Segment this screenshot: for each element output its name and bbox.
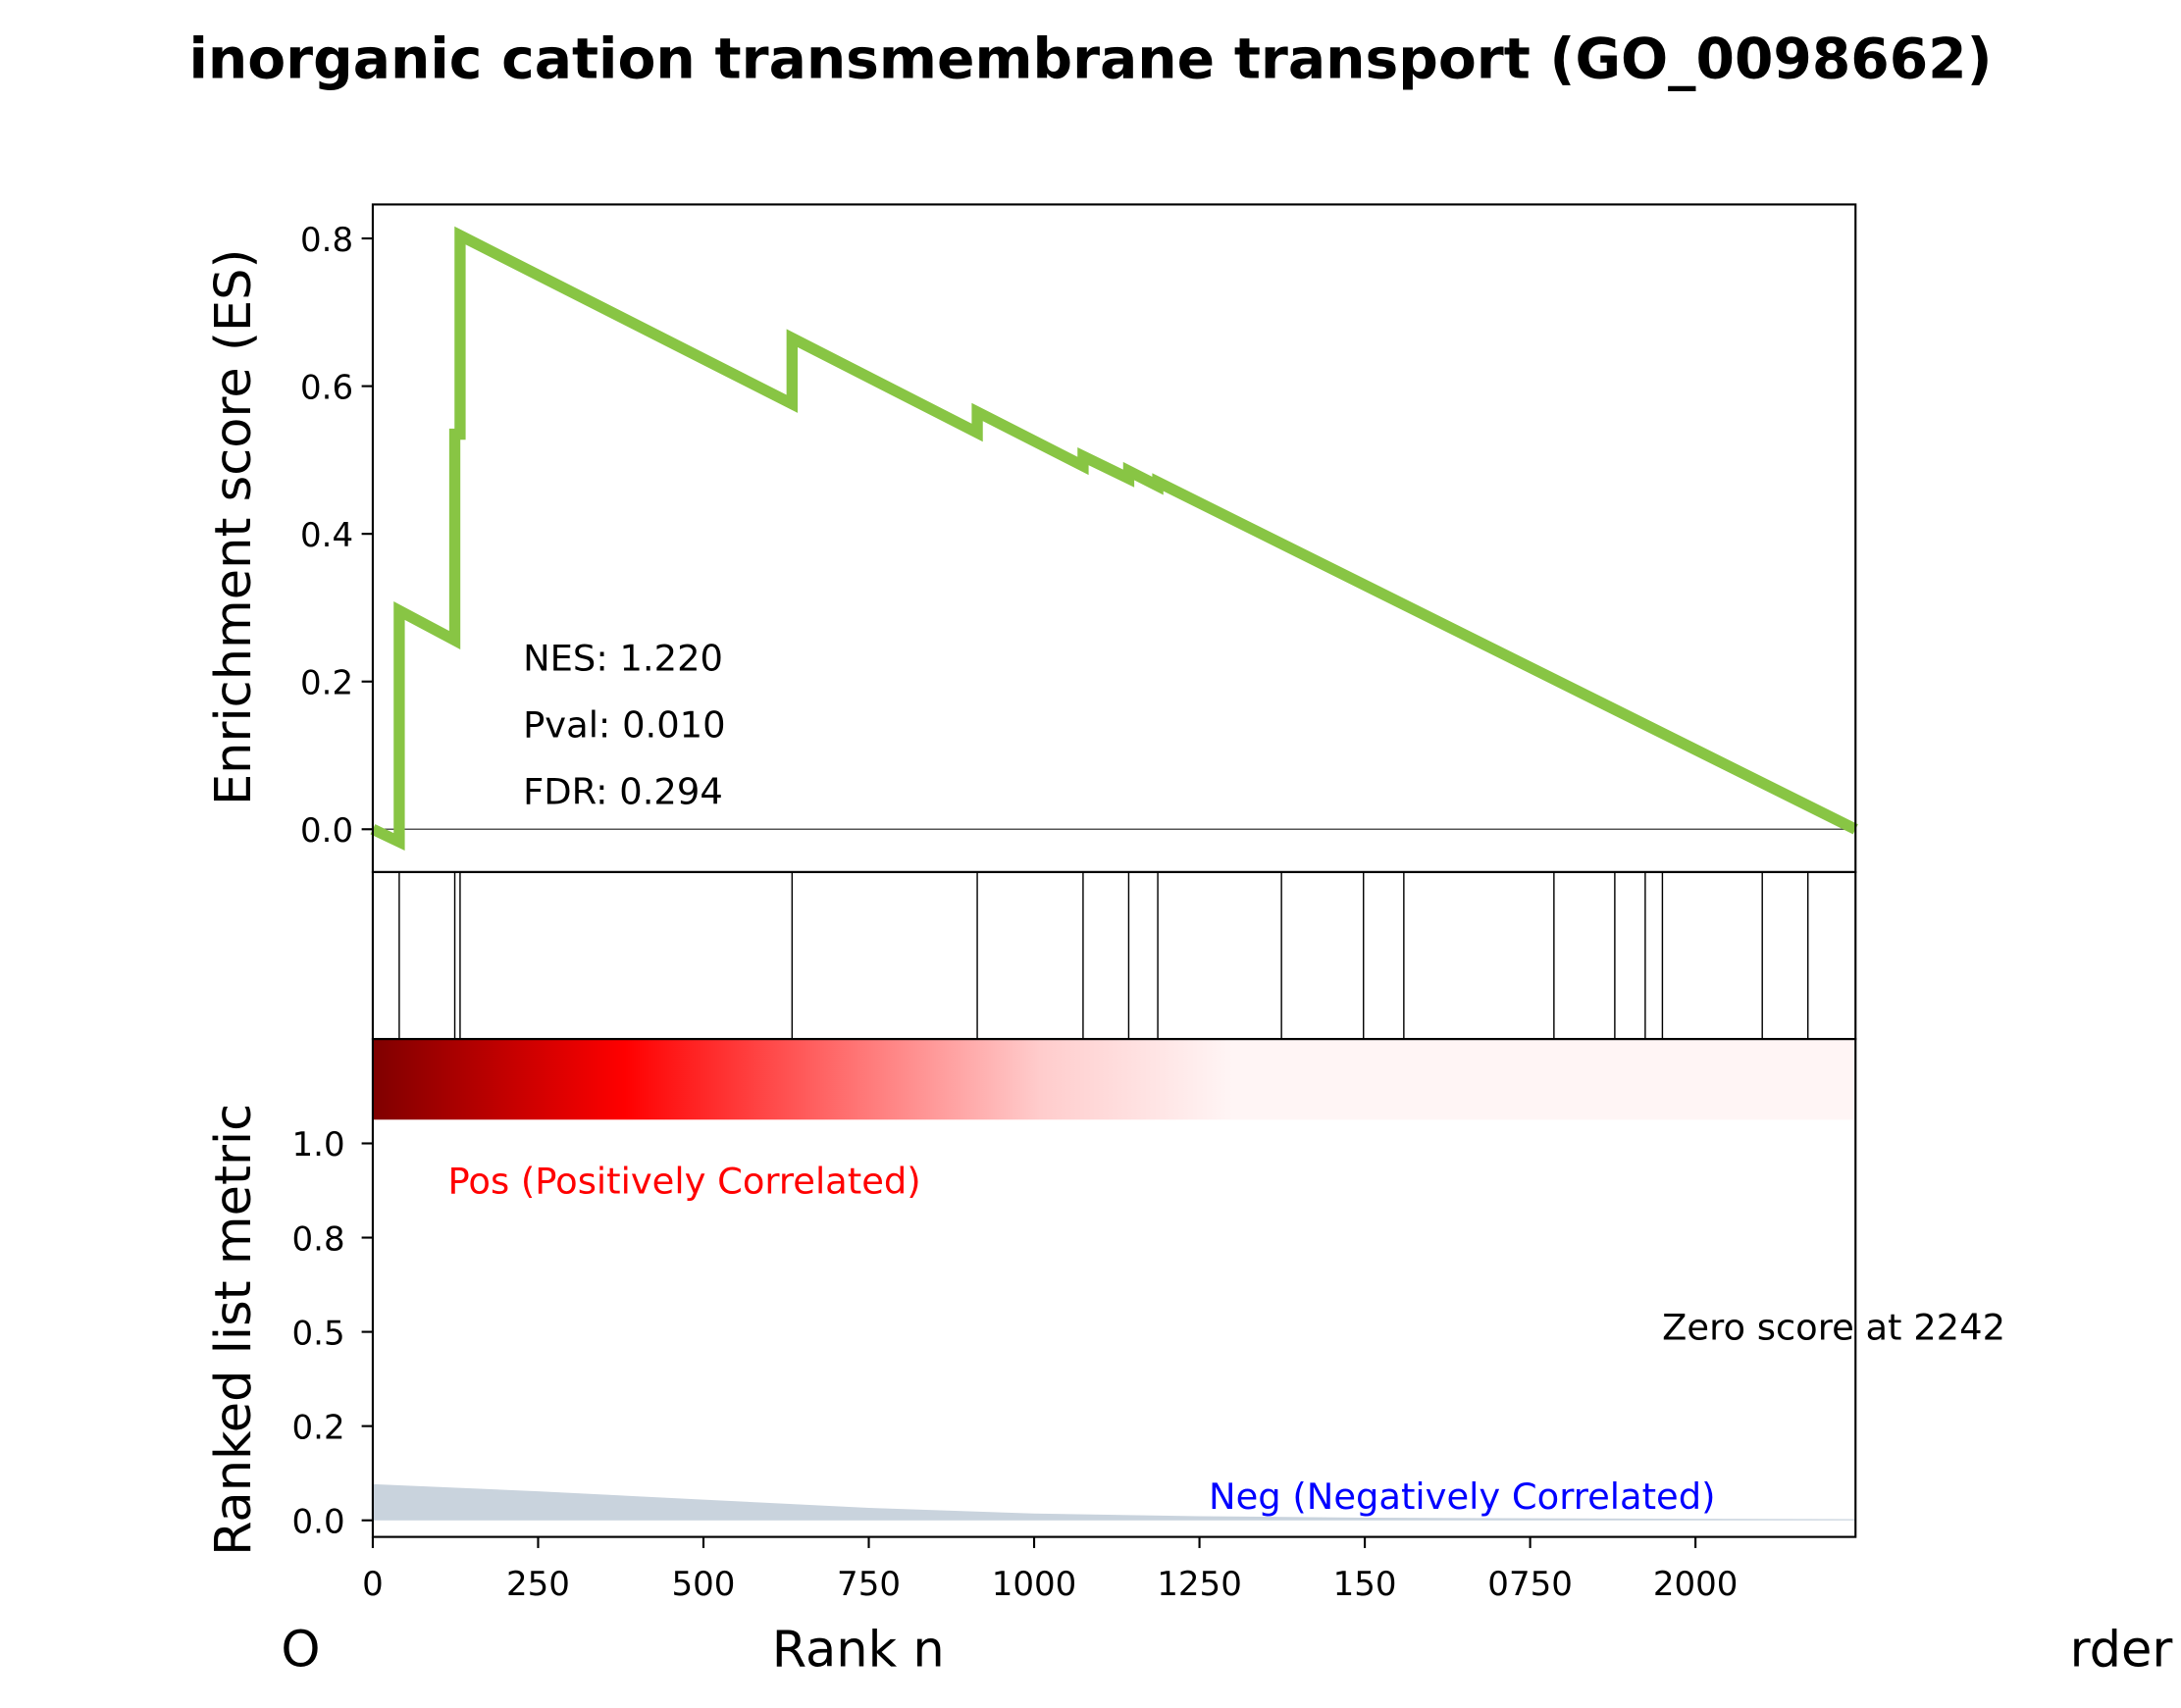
y-tick-label: 0.6 <box>300 368 353 407</box>
y-tick-label: 0.2 <box>300 663 353 702</box>
y-axis-label: Ranked list metric <box>205 1104 263 1556</box>
x-tick-label: 1000 <box>992 1565 1077 1604</box>
stat-annotation: Pval: 0.010 <box>523 703 726 746</box>
y-tick-label: 0.5 <box>291 1314 344 1353</box>
annotation: Neg (Negatively Correlated) <box>1209 1475 1715 1518</box>
x-tick-label: 0750 <box>1487 1565 1573 1604</box>
x-tick-label: 250 <box>506 1565 570 1604</box>
x-tick-label: 500 <box>672 1565 736 1604</box>
plot-frame <box>371 1037 1857 1538</box>
x-axis-label: rder <box>2070 1621 2173 1679</box>
y-tick-label: 0.0 <box>300 811 353 851</box>
y-tick-label: 0.8 <box>300 221 353 260</box>
x-tick-label: 750 <box>837 1565 901 1604</box>
y-tick-label: 0.2 <box>291 1408 344 1447</box>
x-axis-label: Rank n <box>772 1621 945 1679</box>
x-tick-label: 2000 <box>1653 1565 1739 1604</box>
annotation: Zero score at 2242 <box>1662 1306 2005 1348</box>
y-axis-label: Enrichment score (ES) <box>205 249 263 805</box>
rank-heatmap <box>372 1039 1856 1120</box>
x-tick-label: 150 <box>1333 1565 1397 1604</box>
y-tick-label: 0.8 <box>291 1219 344 1259</box>
stat-annotation: NES: 1.220 <box>523 637 723 679</box>
es-line <box>370 226 1858 852</box>
y-tick-label: 1.0 <box>291 1125 344 1165</box>
x-tick-label: 0 <box>362 1565 384 1604</box>
x-tick-label: 1250 <box>1157 1565 1242 1604</box>
stat-annotation: FDR: 0.294 <box>523 770 723 812</box>
plot-frame <box>371 870 1857 1041</box>
y-tick-label: 0.0 <box>291 1502 344 1541</box>
y-tick-label: 0.4 <box>300 516 353 555</box>
metric-area <box>372 1483 1856 1521</box>
x-axis-label: O <box>281 1621 320 1679</box>
annotation: Pos (Positively Correlated) <box>448 1160 921 1202</box>
chart-title: inorganic cation transmembrane transport… <box>188 26 1992 91</box>
